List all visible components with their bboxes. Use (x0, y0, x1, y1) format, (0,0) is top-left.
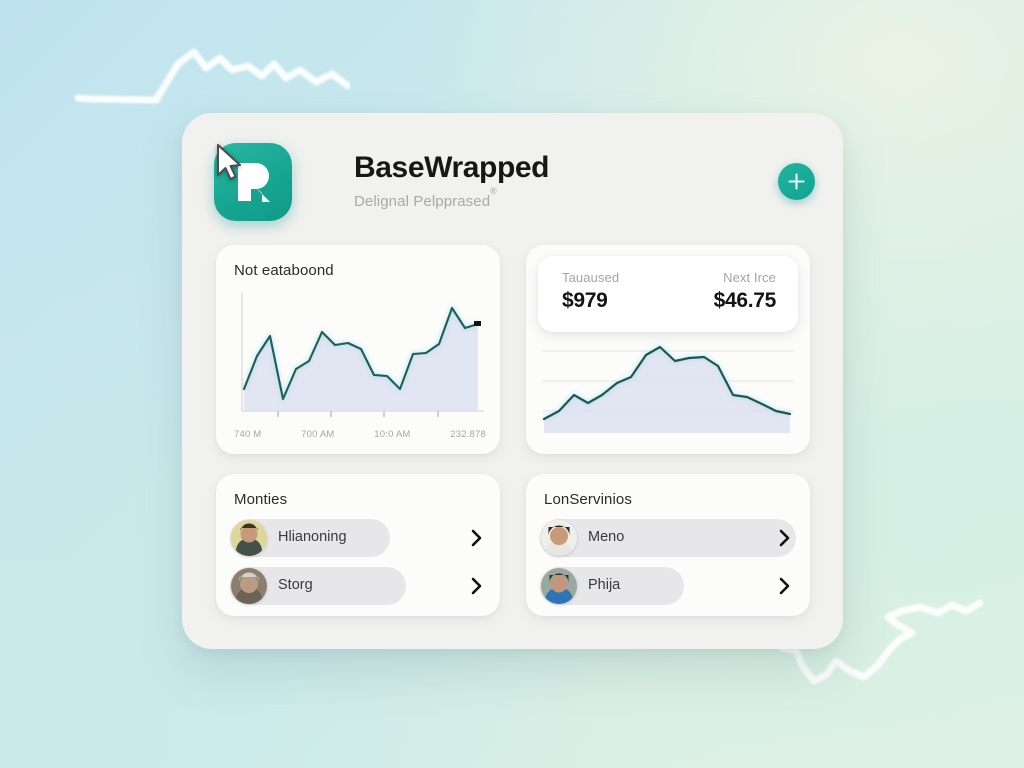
chevron-right-icon[interactable] (470, 529, 482, 547)
avatar (231, 520, 267, 556)
monties-card-title: Monties (234, 491, 288, 508)
app-logo-icon[interactable] (214, 143, 292, 221)
area-chart (542, 344, 794, 433)
avatar (541, 520, 577, 556)
monties-card: Monties Hlianoning (216, 474, 500, 616)
list-item[interactable]: Meno (540, 519, 796, 557)
title-block: BaseWrapped Delignal Pelpprased® (354, 151, 550, 210)
stat-item-next: Next Irce $46.75 (713, 270, 777, 313)
stat-label: Next Irce (723, 270, 776, 285)
page-subtitle: Delignal Pelpprased® (354, 186, 549, 210)
chevron-right-icon[interactable] (778, 529, 790, 547)
services-card: LonServinios Meno (526, 474, 810, 616)
app-panel: BaseWrapped Delignal Pelpprased® Not eat… (182, 113, 843, 649)
app-header: BaseWrapped Delignal Pelpprased® (214, 141, 815, 233)
list-item[interactable]: Hlianoning (230, 519, 486, 557)
stats-summary-box: Tauaused $979 Next Irce $46.75 (538, 256, 798, 332)
stat-value: $46.75 (713, 289, 777, 312)
add-button[interactable] (778, 163, 815, 200)
avatar-photo-person-3 (541, 520, 577, 556)
registered-mark: ® (490, 186, 497, 197)
list-item-pill (540, 519, 796, 557)
avatar-photo-person-2 (231, 568, 267, 604)
x-tick-label: 232.878 (450, 429, 486, 440)
stats-card: Tauaused $979 Next Irce $46.75 (526, 245, 810, 454)
plus-icon (788, 173, 805, 190)
page-title: BaseWrapped (354, 151, 550, 184)
list-item-label: Meno (588, 529, 625, 545)
stat-value: $979 (562, 289, 608, 312)
stat-item-total: Tauaused $979 (562, 270, 619, 313)
x-tick-label: 740 M (234, 429, 262, 440)
chart-card-title: Not eataboond (234, 262, 334, 279)
avatar (231, 568, 267, 604)
avatar-photo-person-4 (541, 568, 577, 604)
avatar-photo-person-1 (231, 520, 267, 556)
list-item[interactable]: Phija (540, 567, 796, 605)
chart-x-axis-labels: 740 M 700 AM 10:0 AM 232.878 (234, 429, 486, 440)
avatar (541, 568, 577, 604)
x-tick-label: 700 AM (301, 429, 335, 440)
list-item-label: Storg (278, 577, 313, 593)
app-logo-d-glyph (238, 163, 270, 202)
line-chart (241, 293, 484, 417)
page-subtitle-text: Delignal Pelpprased (354, 192, 491, 210)
list-item-label: Phija (588, 577, 621, 593)
services-card-title: LonServinios (544, 491, 632, 508)
mouse-pointer-icon (217, 144, 241, 180)
x-tick-label: 10:0 AM (374, 429, 411, 440)
chevron-right-icon[interactable] (470, 577, 482, 595)
chevron-right-icon[interactable] (778, 577, 790, 595)
list-item[interactable]: Storg (230, 567, 486, 605)
stat-label: Tauaused (562, 270, 620, 285)
list-item-label: Hlianoning (278, 529, 347, 545)
chart-card: Not eataboond 740 M 700 AM (216, 245, 500, 454)
